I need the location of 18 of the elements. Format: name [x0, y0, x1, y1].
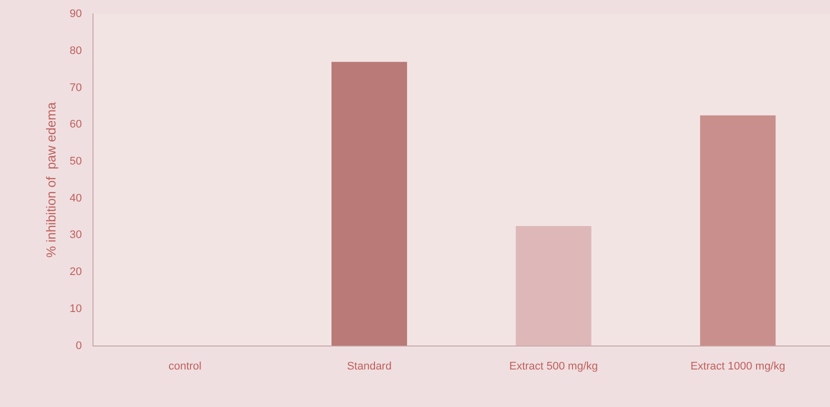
y-axis-title: % inhibition of paw edema: [43, 101, 58, 258]
bar: [700, 115, 776, 346]
bar: [331, 62, 408, 346]
y-tick-label: 0: [76, 340, 82, 352]
y-tick-label: 10: [70, 302, 82, 315]
x-tick-label: control: [168, 360, 202, 372]
y-tick-label: 80: [70, 44, 82, 57]
bar: [516, 226, 592, 346]
x-tick-label: Extract 1000 mg/kg: [690, 360, 786, 372]
y-tick-label: 50: [70, 156, 82, 168]
x-tick-label: Extract 500 mg/kg: [509, 360, 598, 372]
y-tick-label: 90: [70, 8, 82, 20]
y-tick-label: 70: [70, 82, 82, 94]
y-tick-label: 40: [70, 192, 82, 204]
y-tick-label: 30: [70, 229, 82, 242]
y-tick-label: 60: [70, 118, 82, 131]
x-tick-label: Standard: [346, 360, 392, 372]
y-tick-label: 20: [70, 266, 82, 278]
